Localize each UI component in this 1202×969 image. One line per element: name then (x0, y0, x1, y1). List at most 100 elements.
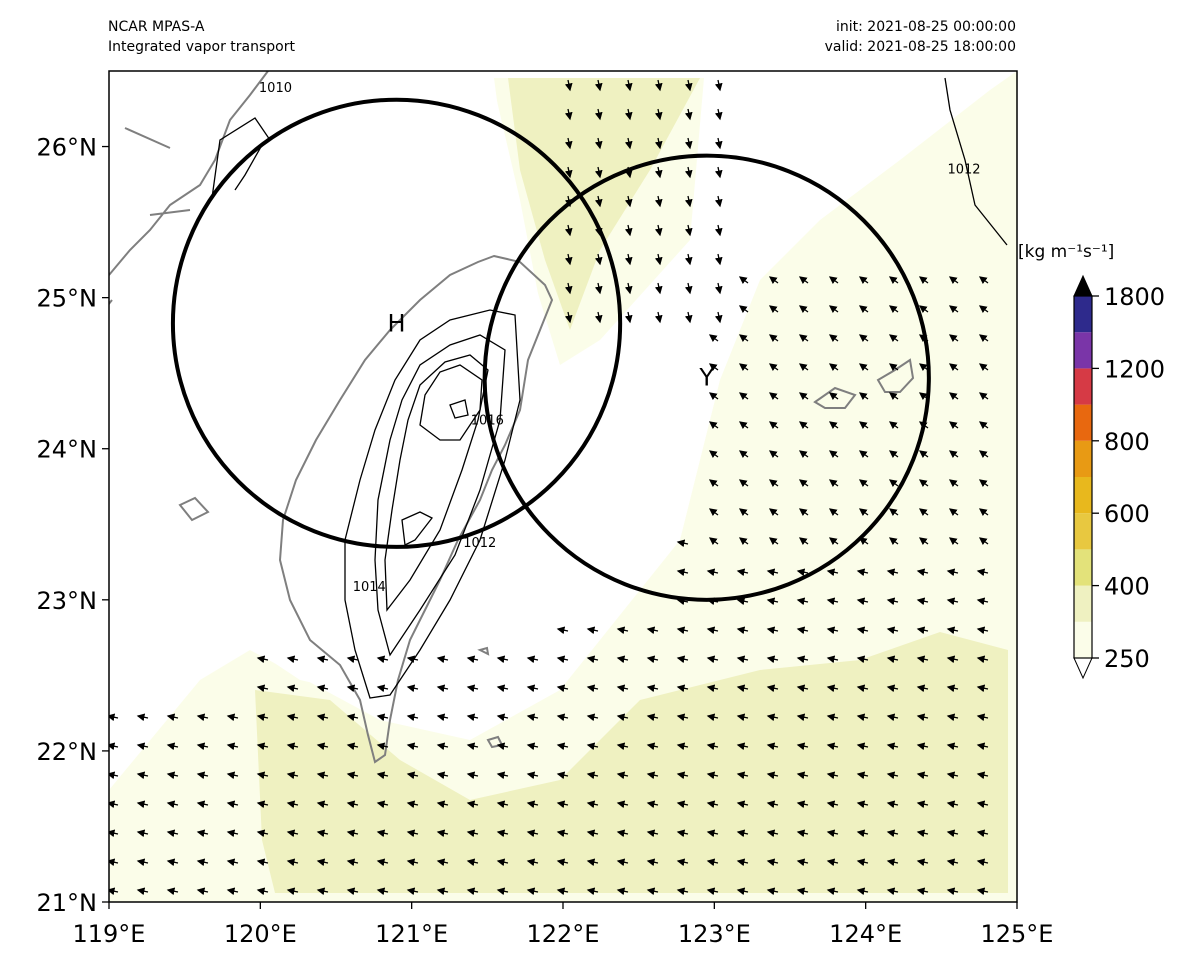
ivt-vector (886, 626, 899, 635)
ivt-vector (376, 771, 389, 780)
ivt-vector (766, 771, 779, 780)
ivt-vector (856, 742, 869, 751)
ivt-vector (526, 800, 539, 809)
ivt-vector (886, 887, 899, 896)
ivt-vector (978, 334, 989, 343)
ivt-vector (594, 137, 603, 150)
ivt-vector (736, 771, 749, 780)
ivt-vector (736, 684, 749, 693)
ivt-vector (888, 305, 899, 314)
colorbar-extend-min (1073, 657, 1093, 680)
ivt-vector (948, 421, 959, 430)
colorbar-segment (1074, 477, 1092, 514)
ivt-vector (978, 276, 989, 285)
ivt-vector (736, 713, 749, 722)
ivt-vector (768, 508, 779, 517)
ivt-vector (976, 626, 989, 635)
ivt-vector (978, 479, 989, 488)
ivt-vector (918, 479, 929, 488)
ivt-vector (798, 479, 809, 488)
ivt-vector (594, 311, 603, 324)
ivt-vector (654, 282, 663, 295)
ivt-vector (316, 684, 329, 693)
ivt-vector (556, 800, 569, 809)
ivt-vector (886, 713, 899, 722)
ivt-vector (496, 655, 509, 664)
lon-tick-label: 120°E (224, 920, 297, 948)
ivt-vector (436, 858, 449, 867)
ivt-vector (646, 771, 659, 780)
ivt-vector (676, 742, 689, 751)
lon-tick-label: 119°E (73, 920, 146, 948)
ivt-vector (918, 276, 929, 285)
ivt-vector (858, 421, 869, 430)
ivt-vector (886, 800, 899, 809)
ivt-vector (654, 311, 663, 324)
ivt-vector (888, 537, 899, 546)
ivt-vector (406, 800, 419, 809)
ivt-vector (654, 195, 663, 208)
ivt-vector (856, 771, 869, 780)
ivt-vector (136, 713, 149, 722)
ivt-vector (826, 742, 839, 751)
ivt-vector (736, 568, 749, 577)
ivt-vector (978, 508, 989, 517)
ivt-vector (286, 887, 299, 896)
ivt-vector (196, 771, 209, 780)
ivt-vector (916, 800, 929, 809)
ivt-vector (616, 684, 629, 693)
ivt-region-300-north (508, 78, 700, 330)
ivt-vector (886, 858, 899, 867)
ivt-vector (888, 508, 899, 517)
ivt-vector (616, 655, 629, 664)
ivt-vector (564, 166, 573, 179)
ivt-vector (376, 742, 389, 751)
ivt-vector (676, 713, 689, 722)
ivt-vector (616, 800, 629, 809)
ivt-vector (826, 771, 839, 780)
ivt-vector (796, 568, 809, 577)
ivt-vector (796, 771, 809, 780)
ivt-vector (714, 282, 723, 295)
ivt-vector (226, 771, 239, 780)
ivt-vector (654, 79, 663, 92)
ivt-vector (406, 713, 419, 722)
ivt-vector (676, 887, 689, 896)
ivt-vector (798, 537, 809, 546)
ivt-vector (346, 800, 359, 809)
ivt-vector (888, 450, 899, 459)
lon-tick-label: 125°E (981, 920, 1054, 948)
ivt-vector (256, 742, 269, 751)
ivt-vector (166, 829, 179, 838)
ivt-vector (856, 655, 869, 664)
ivt-vector (594, 195, 603, 208)
contour-1012-northeast (944, 77, 1008, 246)
ivt-vector (196, 887, 209, 896)
ivt-vector (436, 684, 449, 693)
ivt-vector (708, 537, 719, 546)
ivt-vector (376, 655, 389, 664)
ivt-vector (496, 742, 509, 751)
contour-label: 1012 (463, 536, 496, 551)
ivt-vector (564, 79, 573, 92)
ivt-vector (136, 829, 149, 838)
colorbar-tick-label: 250 (1104, 645, 1150, 673)
ivt-vector (676, 829, 689, 838)
ivt-vector (226, 742, 239, 751)
ivt-vector (256, 713, 269, 722)
ivt-vector (828, 392, 839, 401)
ivt-vector (766, 626, 779, 635)
ivt-vector (436, 713, 449, 722)
ivt-vector (796, 887, 809, 896)
ivt-vector (856, 858, 869, 867)
ivt-vector (684, 282, 693, 295)
ivt-vector (916, 713, 929, 722)
ivt-vector (684, 224, 693, 237)
ivt-vector (706, 684, 719, 693)
ivt-vector (196, 800, 209, 809)
ivt-vector (768, 392, 779, 401)
ivt-vector (738, 334, 749, 343)
ivt-vector (946, 597, 959, 606)
ivt-vector (654, 137, 663, 150)
